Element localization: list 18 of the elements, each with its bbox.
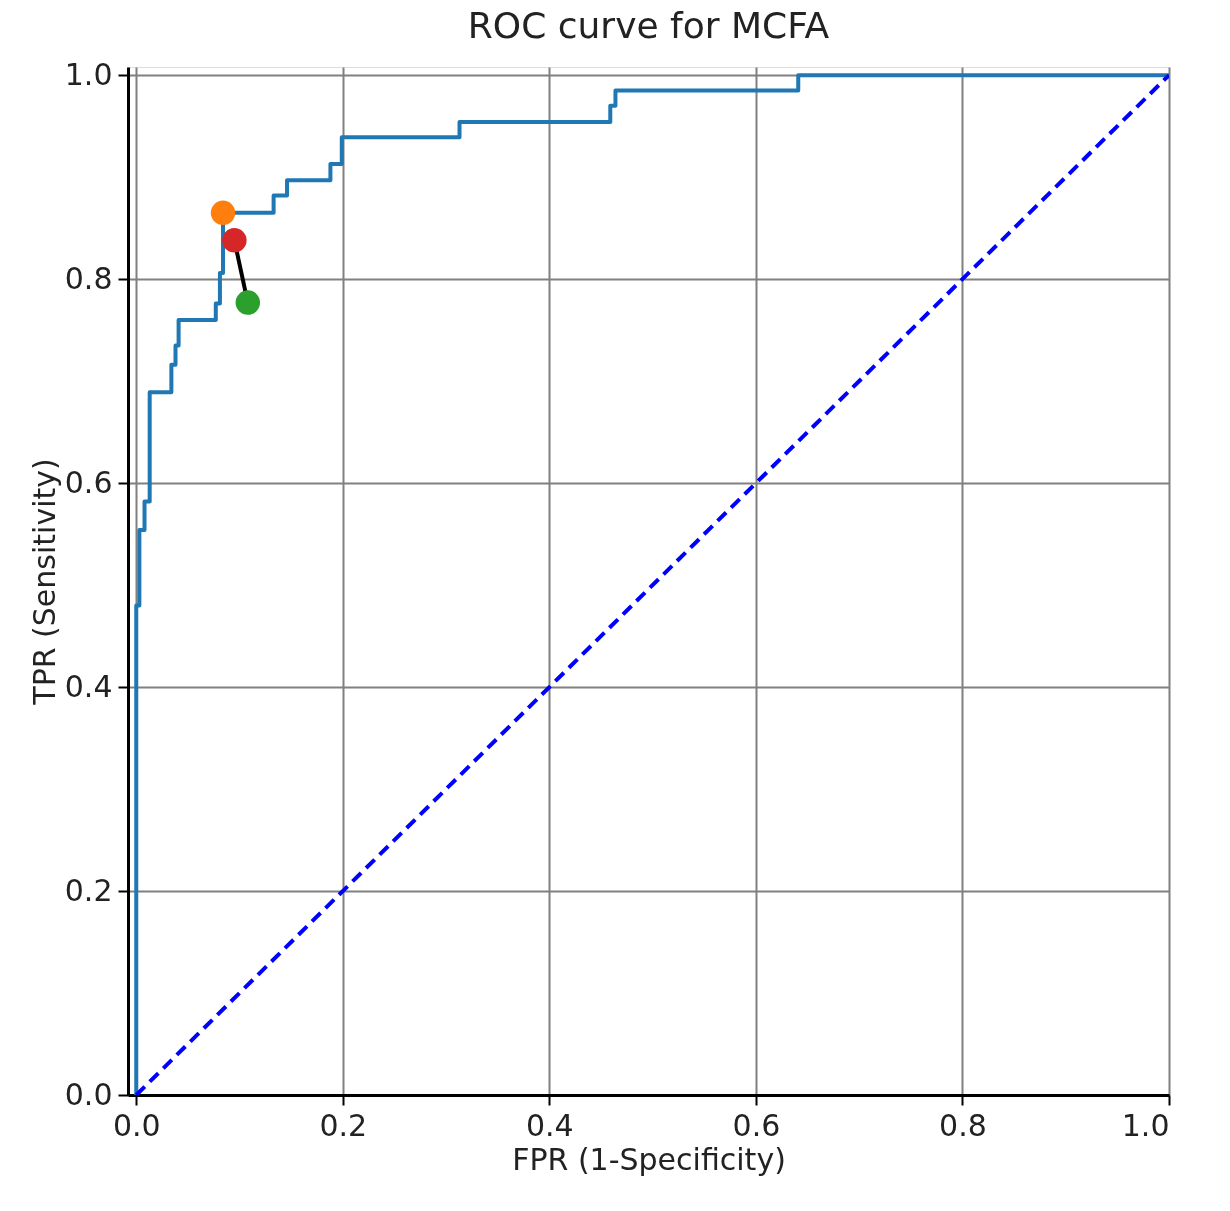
point bbox=[210, 200, 236, 226]
chart-title: ROC curve for MCFA bbox=[467, 5, 830, 47]
x-tick-label: 0.2 bbox=[319, 1107, 368, 1143]
point bbox=[222, 228, 247, 253]
y-tick-label: 0.6 bbox=[64, 464, 113, 500]
y-tick-label: 1.0 bbox=[64, 56, 113, 92]
x-tick-label: 0.4 bbox=[526, 1107, 574, 1143]
y-tick-label: 0.2 bbox=[64, 872, 113, 908]
point bbox=[235, 290, 261, 315]
y-tick-label: 0.0 bbox=[64, 1076, 113, 1112]
x-tick-label: 1.0 bbox=[1121, 1107, 1170, 1143]
y-tick-label: 0.8 bbox=[64, 260, 113, 296]
y-tick-label: 0.4 bbox=[64, 668, 113, 704]
y-axis-title: TPR (Sensitivity) bbox=[26, 458, 62, 706]
x-tick-label: 0.8 bbox=[939, 1107, 987, 1143]
x-axis-title: FPR (1-Specificity) bbox=[512, 1141, 786, 1177]
x-tick-label: 0.0 bbox=[112, 1107, 161, 1143]
x-tick-label: 0.6 bbox=[732, 1107, 781, 1143]
